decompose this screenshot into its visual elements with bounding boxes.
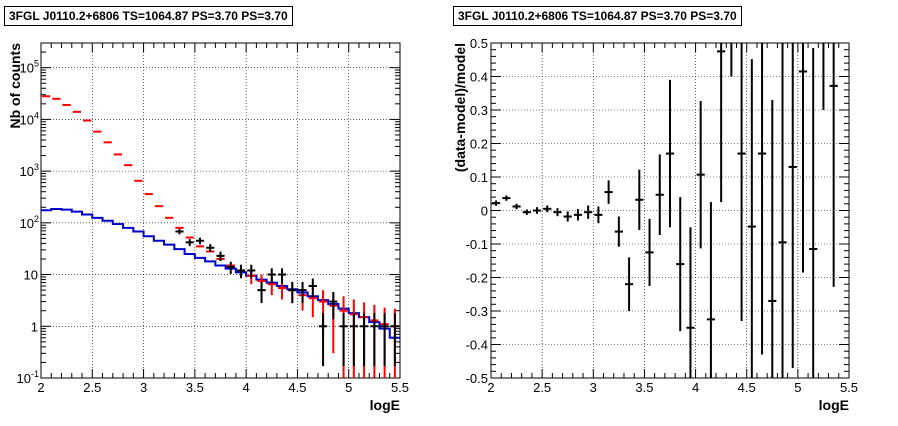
x-tick-label: 5.5 [840, 380, 858, 395]
y-tick-label: 0.4 [470, 70, 488, 85]
right-chart-title: 3FGL J0110.2+6806 TS=1064.87 PS=3.70 PS=… [453, 6, 742, 26]
y-tick-label: 10-1 [17, 369, 39, 386]
y-axis-title: (data-model)/model [452, 43, 468, 172]
x-tick-label: 3 [140, 380, 147, 395]
y-tick-label: 0.2 [470, 137, 488, 152]
y-tick-label: 0.5 [470, 36, 488, 51]
x-tick-label: 3.5 [635, 380, 653, 395]
x-tick-label: 5 [345, 380, 352, 395]
y-tick-label: -0.3 [466, 304, 488, 319]
series-model-step [41, 208, 400, 339]
y-tick-label: 1 [31, 319, 38, 334]
left-chart-title: 3FGL J0110.2+6806 TS=1064.87 PS=3.70 PS=… [4, 6, 293, 26]
x-axis-title: logE [819, 397, 849, 413]
y-tick-label: 10 [24, 268, 38, 283]
y-tick-label: 103 [20, 162, 39, 179]
residuals-chart: 2 2.5 3 3.5 4 4.5 5 5.5 -0.5 -0.4 -0.3 -0.2 -0.1 0 0.1… [452, 36, 858, 413]
y-tick-label: 0.1 [470, 170, 488, 185]
counts-histogram-chart: 2 2.5 3 3.5 4 4.5 5 5.5 10-1 1 10 102 103 104 105 logE N… [7, 42, 409, 413]
y-tick-label: 0.3 [470, 103, 488, 118]
x-tick-label: 2 [37, 380, 44, 395]
x-tick-label: 4.5 [288, 380, 306, 395]
y-tick-label: -0.1 [466, 237, 488, 252]
y-tick-label: 104 [20, 110, 39, 127]
y-axis-title: Nb of counts [7, 43, 23, 129]
x-tick-label: 4.5 [738, 380, 756, 395]
x-tick-label: 3.5 [186, 380, 204, 395]
y-tick-label: 0 [481, 204, 488, 219]
x-tick-label: 4 [692, 380, 699, 395]
x-tick-label: 3 [590, 380, 597, 395]
right-pad-residuals: 2 2.5 3 3.5 4 4.5 5 5.5 -0.5 -0.4 -0.3 -0.2 -0.1 0 0.1… [449, 0, 898, 421]
x-tick-label: 5 [794, 380, 801, 395]
x-tick-label: 2.5 [533, 380, 551, 395]
x-tick-label: 2 [487, 380, 494, 395]
x-tick-label: 5.5 [391, 380, 409, 395]
y-tick-label: 102 [20, 214, 39, 231]
y-tick-label: -0.4 [466, 338, 488, 353]
y-tick-label: 105 [20, 59, 39, 76]
y-tick-label: -0.2 [466, 271, 488, 286]
x-tick-label: 4 [243, 380, 250, 395]
x-tick-label: 2.5 [83, 380, 101, 395]
y-tick-label: -0.5 [466, 371, 488, 386]
plot-frame [40, 42, 401, 379]
left-pad-counts: 2 2.5 3 3.5 4 4.5 5 5.5 10-1 1 10 102 103 104 105 logE N… [0, 0, 449, 421]
x-axis-title: logE [370, 397, 400, 413]
